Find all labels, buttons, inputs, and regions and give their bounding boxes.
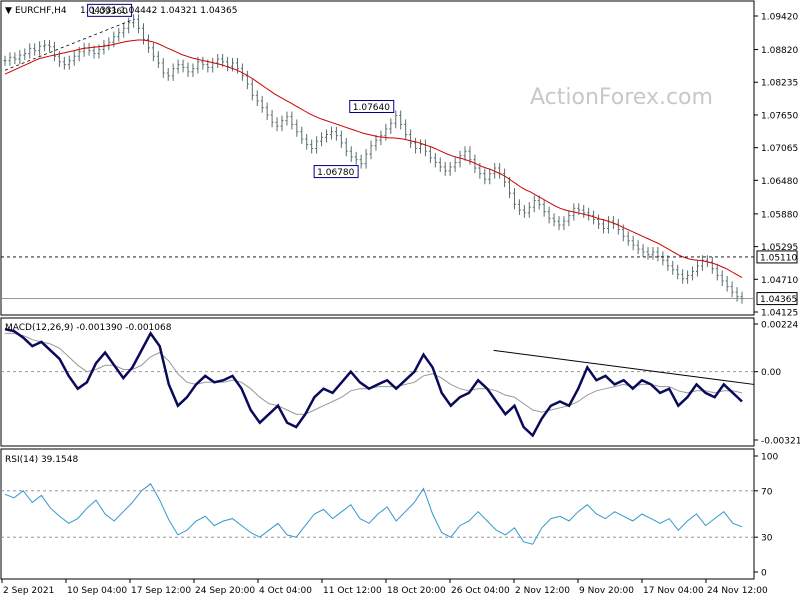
price-candles	[3, 14, 744, 304]
price-panel	[0, 0, 755, 316]
macd-title: MACD(12,26,9) -0.001390 -0.001068	[5, 323, 172, 333]
macd-line	[4, 327, 743, 438]
rsi-y-axis: 100 70 30 0	[754, 453, 778, 579]
price-highlight-box	[756, 292, 798, 306]
x-tick-label: 17 Sep 12:00	[131, 586, 191, 596]
x-axis: 2 Sep 2021 10 Sep 04:00 17 Sep 12:00 24 Sep…	[1, 579, 768, 596]
price-tick-label: 1.05295	[761, 243, 798, 253]
annotation-label: 1.09360	[91, 7, 128, 17]
price-tick-label: 1.07065	[761, 144, 798, 154]
price-tick-label: 1.07650	[761, 111, 798, 121]
annotation-label: 1.07640	[353, 103, 390, 113]
annotation-label: 1.06780	[317, 168, 354, 178]
chart-symbol: EURCHF,H4	[15, 6, 67, 16]
macd-panel	[0, 317, 755, 447]
rsi-line	[4, 483, 743, 545]
x-tick-label: 9 Nov 20:00	[579, 586, 634, 596]
price-tick-label: 1.06480	[761, 177, 798, 187]
macd-trendline	[493, 349, 755, 385]
price-highlight-label: 1.05110	[760, 253, 797, 263]
chart-ohlc: 1.04331 1.04442 1.04321 1.04365	[80, 6, 237, 16]
price-highlight-label: 1.04365	[760, 295, 797, 305]
macd-tick-label: 0.00	[761, 368, 781, 378]
price-tick-label: 1.04710	[761, 276, 798, 286]
x-tick-label: 4 Oct 04:00	[259, 586, 312, 596]
price-tick-label: 1.05880	[761, 210, 798, 220]
x-tick-label: 17 Nov 04:00	[643, 586, 704, 596]
macd-tick-label: 0.00224	[761, 321, 798, 331]
x-tick-label: 26 Oct 04:00	[451, 586, 510, 596]
price-tick-label: 1.09420	[761, 13, 798, 23]
price-tick-label: 1.08235	[761, 79, 798, 89]
annotation-box	[349, 100, 395, 114]
price-annotations: 1.09360 1.07640 1.06780	[87, 3, 395, 179]
rsi-tick-label: 30	[761, 534, 773, 544]
x-tick-label: 10 Sep 04:00	[67, 586, 127, 596]
x-tick-label: 2 Sep 2021	[3, 586, 54, 596]
chart-header-arrow: ▼	[5, 6, 12, 16]
x-tick-label: 18 Oct 20:00	[387, 586, 446, 596]
x-tick-label: 24 Nov 12:00	[707, 586, 768, 596]
price-y-axis: 1.09420 1.08820 1.08235 1.07650 1.07065 1.064…	[754, 13, 798, 319]
price-tick-label: 1.08820	[761, 46, 798, 56]
macd-tick-label: -0.003211	[761, 437, 800, 447]
rsi-tick-label: 0	[761, 569, 767, 579]
rsi-title: RSI(14) 39.1548	[5, 455, 78, 465]
macd-y-axis: 0.00224 0.00 -0.003211	[754, 321, 800, 447]
annotation-box	[87, 3, 133, 17]
rsi-tick-label: 100	[761, 453, 778, 463]
trendline-dashed	[4, 18, 134, 71]
annotation-box	[313, 165, 359, 179]
x-tick-label: 2 Nov 12:00	[515, 586, 570, 596]
x-tick-label: 24 Sep 20:00	[195, 586, 255, 596]
price-highlight-box	[756, 250, 798, 264]
moving-average-line	[4, 39, 743, 279]
x-tick-label: 11 Oct 12:00	[323, 586, 382, 596]
watermark: ActionForex.com	[530, 85, 713, 110]
rsi-tick-label: 70	[761, 487, 773, 497]
price-tick-label: 1.04125	[761, 309, 798, 319]
